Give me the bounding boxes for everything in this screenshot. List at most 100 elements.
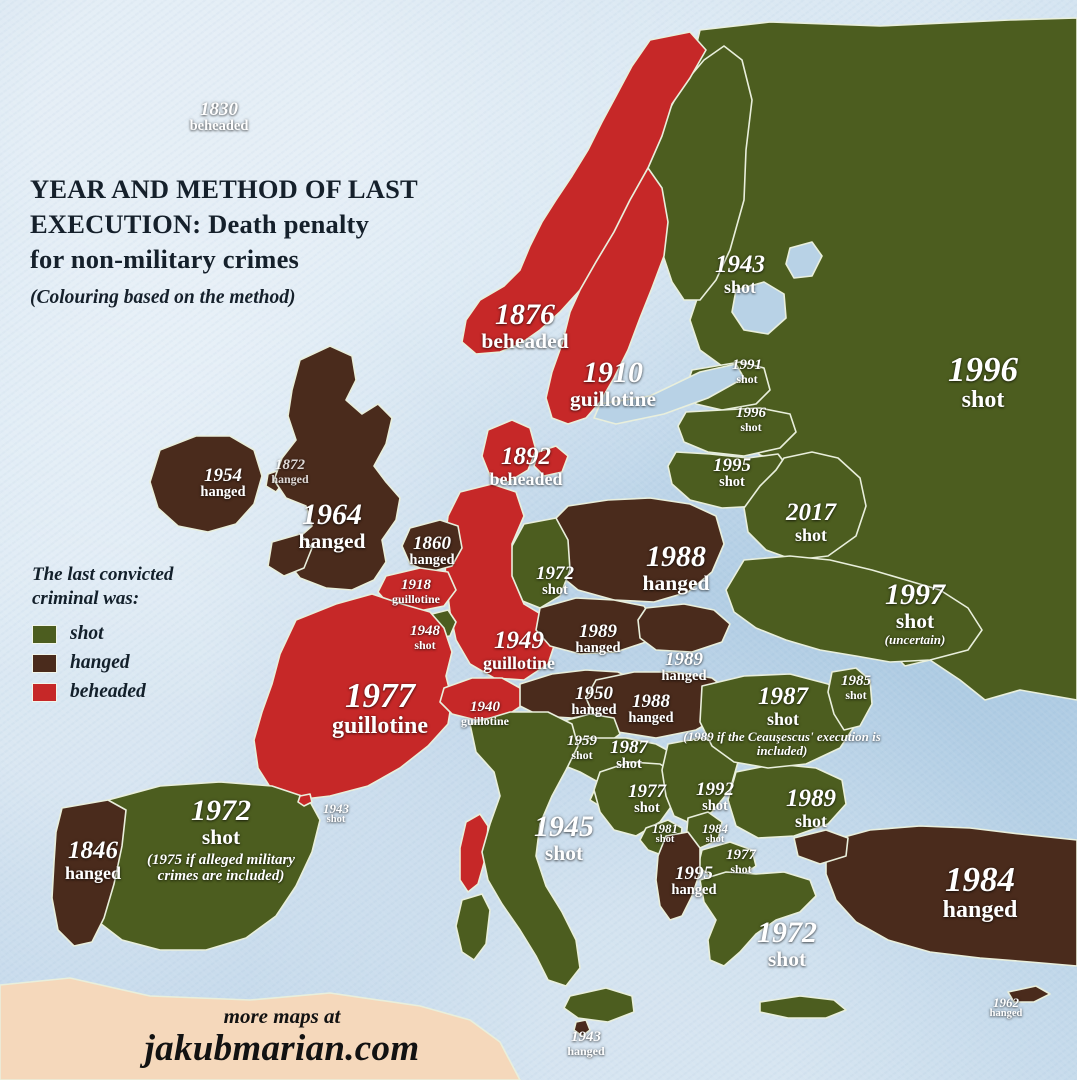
label-latvia[interactable]: 1996 shot <box>706 405 796 433</box>
label-kosovo-year: 1984 <box>702 821 728 836</box>
legend-heading: The last convicted criminal was: <box>32 563 212 611</box>
title-line-2: EXECUTION: Death penalty <box>30 209 370 240</box>
region-turkey-thrace[interactable] <box>794 830 848 864</box>
label-slovakia[interactable]: 1989 hanged <box>634 650 734 684</box>
label-albania[interactable]: 1995 hanged <box>646 864 742 898</box>
region-ukraine[interactable] <box>726 556 982 662</box>
legend-heading-line-1: The last convicted <box>32 564 174 585</box>
footer-credit[interactable]: more maps at jakubmarian.com <box>72 1004 492 1070</box>
label-serbia[interactable]: 1992 shot <box>670 780 760 814</box>
label-denmark[interactable]: 1892 beheaded <box>456 444 596 488</box>
region-sardinia[interactable] <box>456 894 490 960</box>
region-greece[interactable] <box>700 872 816 966</box>
label-romania-note: (1989 if the Ceauşescus' execution is in… <box>683 728 881 759</box>
label-russia[interactable]: 1996 shot <box>908 352 1058 412</box>
label-luxembourg[interactable]: 1948 shot <box>390 623 460 651</box>
label-turkey[interactable]: 1984 hanged <box>900 862 1060 922</box>
region-moldova[interactable] <box>828 668 872 730</box>
label-bosnia[interactable]: 1977 shot <box>602 782 692 816</box>
label-east-germany[interactable]: 1972 shot <box>510 564 600 598</box>
region-corsica[interactable] <box>460 814 488 892</box>
label-czechoslovakia[interactable]: 1989 hanged <box>548 622 648 656</box>
region-greece-crete[interactable] <box>760 996 846 1018</box>
label-kosovo[interactable]: 1984 shot <box>684 822 746 846</box>
label-belgium[interactable]: 1918 guillotine <box>366 577 466 605</box>
region-romania[interactable] <box>700 674 856 768</box>
label-austria[interactable]: 1950 hanged <box>544 684 644 718</box>
label-macedonia[interactable]: 1977 shot <box>700 847 782 875</box>
label-romania[interactable]: 1987 shot (1989 if the Ceauşescus' execu… <box>683 684 881 758</box>
label-west-germany-method: guillotine <box>482 652 555 673</box>
label-united-kingdom-method: hanged <box>298 528 366 553</box>
region-denmark-islands[interactable] <box>534 446 568 476</box>
label-switzerland[interactable]: 1940 guillotine <box>430 699 540 727</box>
label-belarus[interactable]: 2017 shot <box>756 500 866 544</box>
region-switzerland[interactable] <box>440 678 524 720</box>
label-spain-method: shot <box>201 824 241 849</box>
label-slovenia[interactable]: 1959 shot <box>542 733 622 761</box>
region-norway[interactable] <box>462 32 706 354</box>
legend-item-shot[interactable]: shot <box>32 622 212 647</box>
label-lithuania[interactable]: 1995 shot <box>682 456 782 490</box>
label-sweden[interactable]: 1910 guillotine <box>528 357 698 411</box>
lake-ladoga <box>732 282 786 334</box>
label-west-germany[interactable]: 1949 guillotine <box>444 628 594 672</box>
label-italy[interactable]: 1945 shot <box>494 811 634 865</box>
region-great-britain[interactable] <box>274 346 400 590</box>
region-gb-wales[interactable] <box>268 534 312 576</box>
region-latvia[interactable] <box>678 408 796 456</box>
label-spain[interactable]: 1972 shot (1975 if alleged military crim… <box>136 794 306 885</box>
label-greece[interactable]: 1972 shot <box>722 917 852 971</box>
label-turkey-method: hanged <box>942 896 1018 923</box>
label-france[interactable]: 1977 guillotine <box>290 678 470 738</box>
label-cyprus[interactable]: 1962 hanged <box>968 996 1044 1020</box>
label-isle-of-man[interactable]: 1872 hanged <box>250 457 330 485</box>
region-slovakia[interactable] <box>638 604 730 652</box>
label-ireland[interactable]: 1954 hanged <box>168 466 278 500</box>
label-netherlands-year: 1860 <box>413 533 451 554</box>
label-malta[interactable]: 1943 hanged <box>542 1029 630 1057</box>
label-estonia[interactable]: 1991 shot <box>702 357 792 385</box>
label-spain-year: 1972 <box>191 794 251 827</box>
region-denmark[interactable] <box>482 420 536 482</box>
region-france[interactable] <box>254 594 452 800</box>
region-cyprus[interactable] <box>1008 986 1050 1002</box>
region-sweden[interactable] <box>546 168 668 424</box>
region-portugal[interactable] <box>52 800 126 946</box>
region-netherlands[interactable] <box>402 520 462 572</box>
label-hungary-year: 1988 <box>632 691 670 712</box>
label-poland[interactable]: 1988 hanged <box>606 541 746 595</box>
label-hungary[interactable]: 1988 hanged <box>596 692 706 726</box>
region-bulgaria[interactable] <box>728 764 846 838</box>
region-sicily[interactable] <box>564 988 634 1022</box>
label-russia-method: shot <box>961 386 1005 413</box>
label-slovakia-method: hanged <box>661 668 707 685</box>
label-bulgaria[interactable]: 1989 shot <box>756 786 866 830</box>
region-andorra[interactable] <box>298 794 312 806</box>
label-ukraine[interactable]: 1997 shot (uncertain) <box>840 579 990 647</box>
label-united-kingdom[interactable]: 1964 hanged <box>262 499 402 553</box>
label-montenegro[interactable]: 1981 shot <box>634 822 696 846</box>
label-denmark-year: 1892 <box>501 443 551 470</box>
label-norway[interactable]: 1876 beheaded <box>440 299 610 353</box>
label-croatia-method: shot <box>616 756 642 773</box>
region-north-africa <box>0 978 520 1080</box>
label-croatia[interactable]: 1987 shot <box>584 738 674 772</box>
region-turkey[interactable] <box>826 826 1077 966</box>
legend-item-beheaded[interactable]: beheaded <box>32 680 212 705</box>
label-moldova[interactable]: 1985 shot <box>820 673 892 701</box>
region-italy[interactable] <box>470 712 580 986</box>
label-netherlands-method: hanged <box>409 552 455 569</box>
label-andorra[interactable]: 1943 shot <box>304 802 368 826</box>
region-bosnia[interactable] <box>594 762 678 836</box>
label-portugal[interactable]: 1846 hanged <box>38 838 148 882</box>
label-netherlands[interactable]: 1860 hanged <box>384 534 480 568</box>
label-iceland[interactable]: 1830 beheaded <box>164 100 274 134</box>
label-finland[interactable]: 1943 shot <box>680 252 800 296</box>
legend-item-hanged[interactable]: hanged <box>32 651 212 676</box>
region-malta[interactable] <box>574 1020 590 1036</box>
region-albania[interactable] <box>656 832 700 920</box>
label-ireland-method: hanged <box>200 484 246 501</box>
region-ireland[interactable] <box>150 436 262 532</box>
